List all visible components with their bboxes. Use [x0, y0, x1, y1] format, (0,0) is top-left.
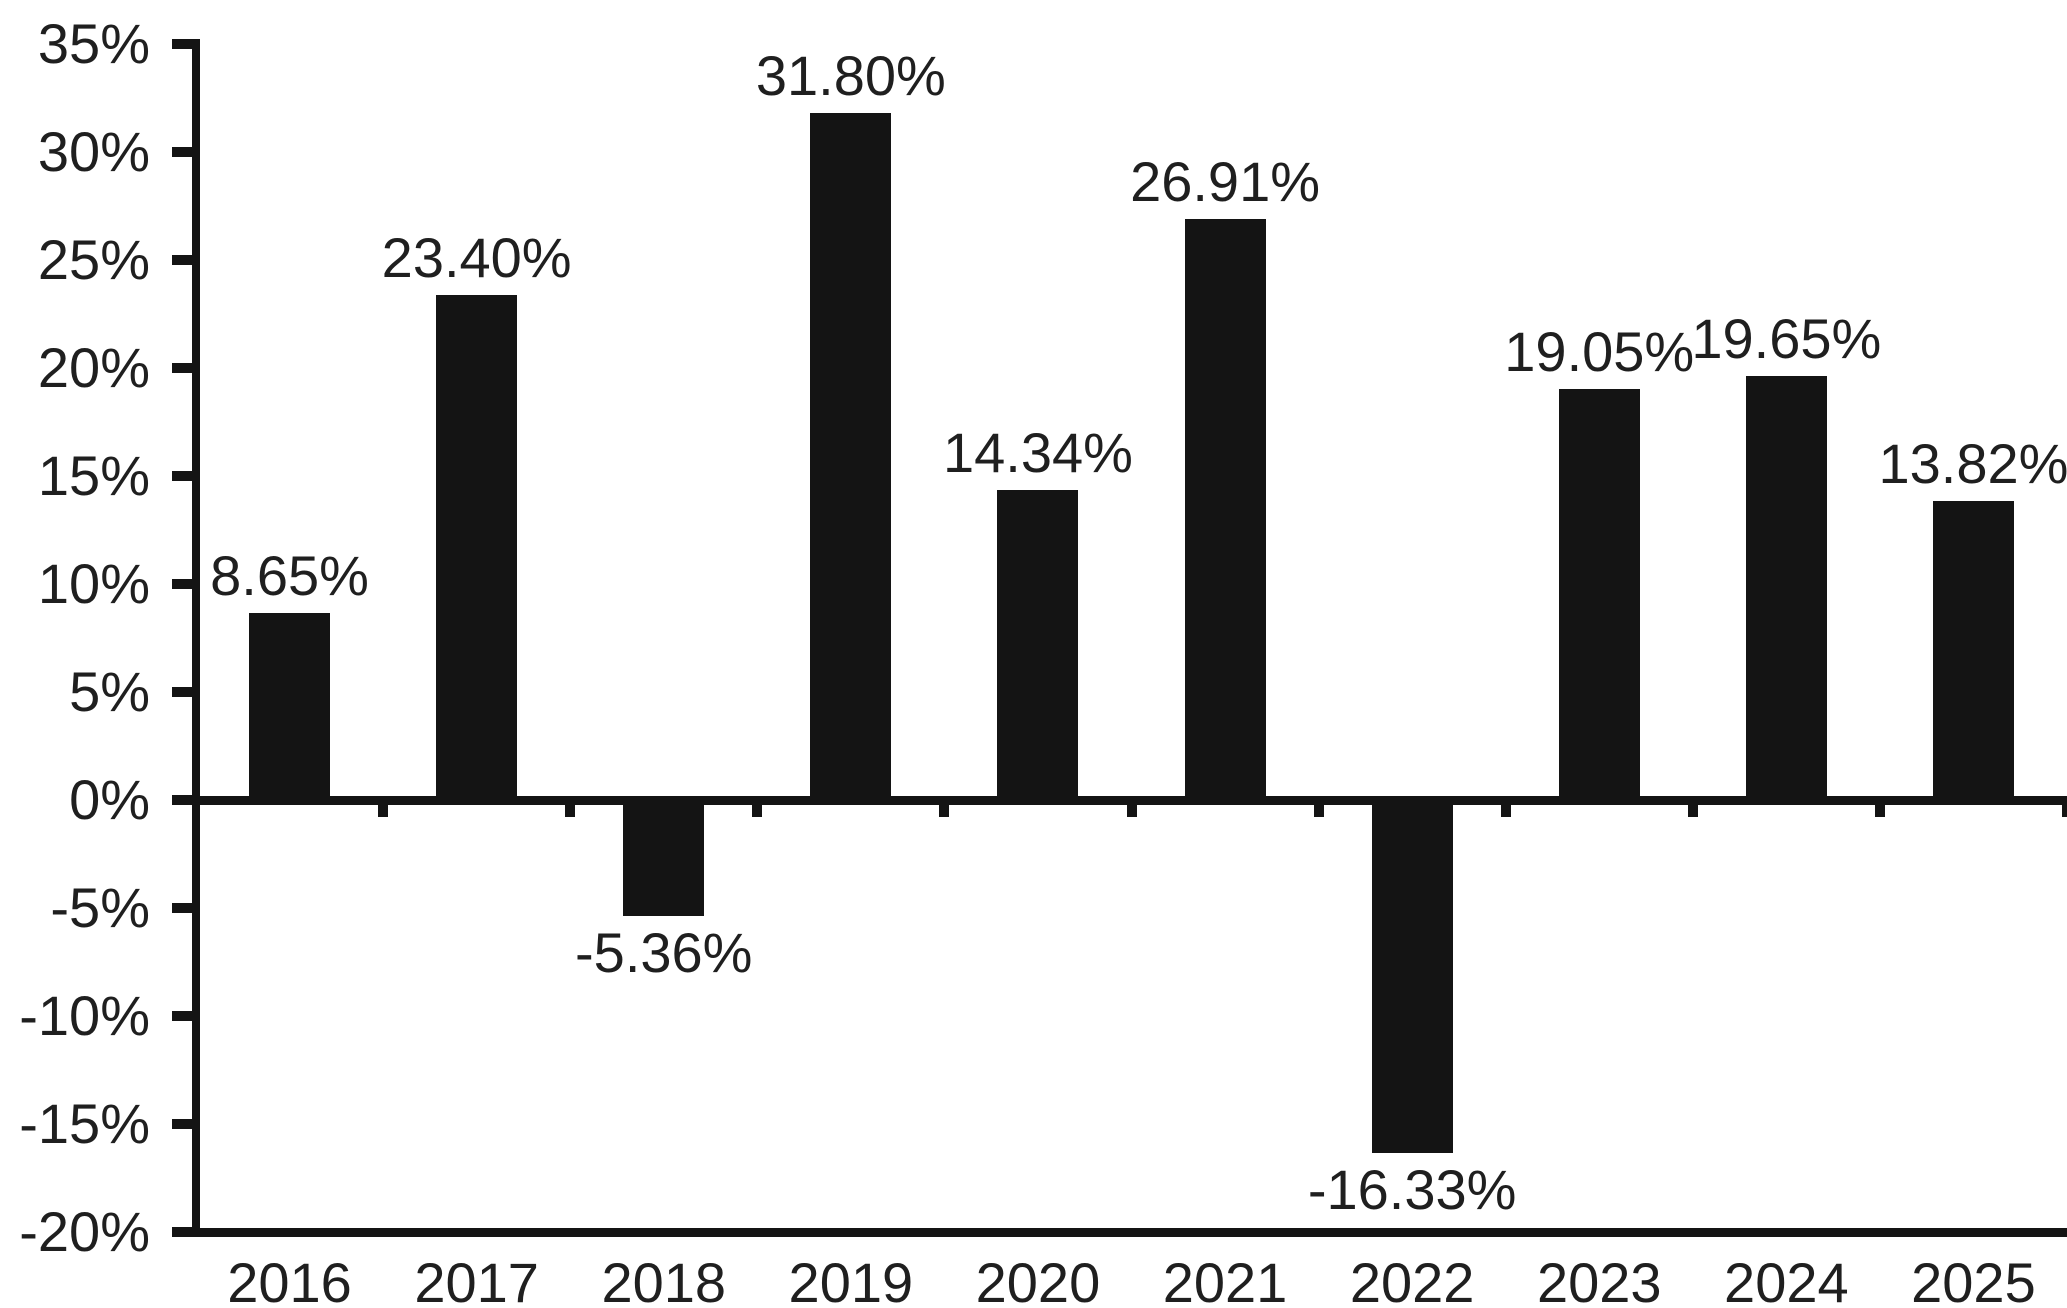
y-tick-label: 10%	[37, 552, 150, 615]
bar-value-label: 19.05%	[1504, 319, 1695, 383]
bar	[1371, 800, 1453, 1153]
bar-value-label: 26.91%	[1130, 149, 1321, 213]
y-axis-tick	[172, 795, 192, 805]
x-axis-tick	[1126, 804, 1137, 817]
x-axis-tick	[378, 804, 389, 817]
bar-value-label: -5.36%	[575, 920, 753, 984]
bar-value-label: 14.34%	[942, 421, 1133, 485]
bar-value-label: -16.33%	[1307, 1157, 1517, 1221]
y-tick-label: -20%	[19, 1200, 150, 1263]
x-category-label: 2022	[1349, 1251, 1475, 1308]
y-tick-label: 5%	[69, 660, 150, 723]
bar	[997, 490, 1079, 800]
y-axis-tick	[172, 1227, 192, 1237]
y-axis-tick	[172, 363, 192, 373]
x-axis-tick	[1500, 804, 1511, 817]
x-axis-tick	[1687, 804, 1698, 817]
zero-line	[192, 796, 2067, 805]
x-category-label: 2024	[1724, 1251, 1849, 1308]
y-axis-tick	[172, 687, 192, 697]
y-axis-tick	[172, 471, 192, 481]
y-axis-tick	[172, 1119, 192, 1129]
x-axis-tick	[1874, 804, 1885, 817]
x-category-label: 2017	[414, 1251, 539, 1308]
x-axis-tick	[565, 804, 576, 817]
bar	[1184, 218, 1266, 800]
x-axis-tick	[752, 804, 763, 817]
bar	[436, 294, 518, 800]
x-axis-tick	[1313, 804, 1324, 817]
x-baseline	[192, 1228, 2067, 1237]
y-tick-label: -5%	[50, 876, 150, 939]
x-category-label: 2025	[1911, 1251, 2036, 1308]
bar-value-label: 31.80%	[755, 44, 946, 108]
y-tick-label: 35%	[37, 12, 150, 75]
x-axis-tick	[939, 804, 950, 817]
y-tick-label: 20%	[37, 336, 150, 399]
y-axis-tick	[172, 903, 192, 913]
bar	[1558, 388, 1640, 800]
y-tick-label: -10%	[19, 984, 150, 1047]
x-category-label: 2018	[601, 1251, 727, 1308]
y-tick-label: 15%	[37, 444, 150, 507]
bar	[810, 113, 892, 800]
bar	[249, 613, 331, 800]
y-axis-tick	[172, 39, 192, 49]
y-axis-line	[192, 39, 200, 1237]
bar-value-label: 13.82%	[1878, 432, 2067, 496]
bar-value-label: 23.40%	[381, 225, 572, 289]
x-category-label: 2023	[1536, 1251, 1662, 1308]
y-axis-tick	[172, 579, 192, 589]
x-category-label: 2020	[975, 1251, 1101, 1308]
y-tick-label: 25%	[37, 228, 150, 291]
x-category-label: 2016	[227, 1251, 352, 1308]
y-tick-label: -15%	[19, 1092, 150, 1155]
y-axis-tick	[172, 255, 192, 265]
y-axis-tick	[172, 1011, 192, 1021]
bar-value-label: 19.65%	[1691, 306, 1882, 370]
x-category-label: 2021	[1162, 1251, 1288, 1308]
bar	[1745, 375, 1827, 800]
bar-value-label: 8.65%	[210, 544, 369, 608]
bar	[1932, 501, 2014, 800]
x-category-label: 2019	[788, 1251, 914, 1308]
bar	[623, 800, 705, 916]
y-tick-label: 30%	[37, 120, 150, 183]
x-axis-tick	[2062, 804, 2067, 817]
y-axis-tick	[172, 147, 192, 157]
y-tick-label: 0%	[69, 768, 150, 831]
